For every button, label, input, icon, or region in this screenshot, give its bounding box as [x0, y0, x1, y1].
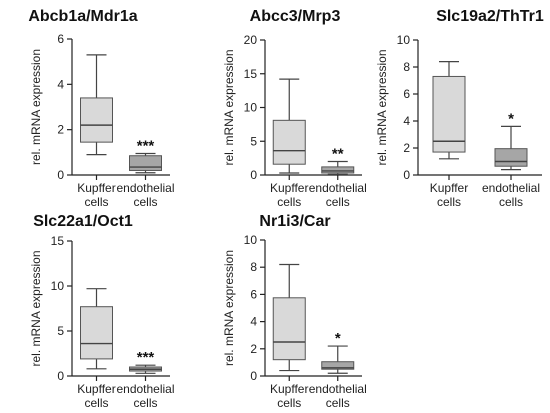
y-tick-label: 0	[403, 168, 410, 182]
y-tick-label: 0	[250, 369, 257, 383]
y-tick-label: 0	[57, 369, 64, 383]
chart-panel-3: Slc19a2/ThTr1 rel. mRNA expression 0 2 4 6 8 10…	[375, 8, 544, 209]
x-tick-label: endothelial	[309, 382, 367, 396]
y-tick-label: 4	[250, 315, 257, 329]
significance-label: *	[335, 330, 341, 347]
x-tick-label: endothelial	[482, 181, 540, 195]
chart-title: Abcc3/Mrp3	[250, 8, 341, 25]
y-tick-label: 6	[57, 32, 64, 46]
box-endothelial	[321, 361, 355, 370]
y-tick-label: 10	[244, 233, 258, 247]
y-tick-label: 5	[250, 134, 257, 148]
significance-label: ***	[137, 349, 155, 366]
chart-panel-5: Nr1i3/Car rel. mRNA expression 0 2 4 6 8 10 Kupf…	[222, 213, 367, 410]
chart-panel-2: Abcc3/Mrp3 rel. mRNA expression 0 5 10 15 20 Ku…	[222, 8, 367, 209]
box-endothelial	[321, 166, 355, 174]
x-tick-label: cells	[326, 195, 350, 209]
significance-label: **	[332, 146, 344, 163]
chart-title: Slc22a1/Oct1	[33, 213, 133, 230]
y-tick-label: 8	[403, 60, 410, 74]
y-tick-label: 0	[250, 168, 257, 182]
y-tick-label: 15	[244, 67, 258, 81]
box-kupffer	[80, 97, 113, 143]
x-tick-label: cells	[277, 195, 301, 209]
y-tick-label: 2	[250, 342, 257, 356]
box-endothelial	[129, 155, 162, 171]
box-kupffer	[272, 119, 306, 165]
box-kupffer	[272, 297, 306, 361]
y-tick-label: 20	[244, 33, 258, 47]
significance-label: *	[508, 110, 514, 127]
y-axis-label: rel. mRNA expression	[375, 49, 389, 165]
x-tick-label: cells	[437, 195, 461, 209]
y-tick-label: 10	[244, 101, 258, 115]
x-tick-label: Kupffer	[430, 181, 468, 195]
x-tick-label: cells	[499, 195, 523, 209]
x-tick-label: cells	[326, 396, 350, 410]
chart-title: Slc19a2/ThTr1	[436, 8, 544, 25]
y-axis-label: rel. mRNA expression	[29, 49, 43, 165]
chart-title: Abcb1a/Mdr1a	[28, 8, 137, 25]
box-kupffer	[80, 306, 113, 360]
x-tick-label: cells	[277, 396, 301, 410]
x-tick-label: Kupffer	[77, 181, 115, 195]
x-tick-label: Kupffer	[77, 382, 115, 396]
y-tick-label: 2	[403, 141, 410, 155]
x-tick-label: cells	[84, 396, 108, 410]
y-tick-label: 5	[57, 324, 64, 338]
chart-panel-4: Slc22a1/Oct1 rel. mRNA expression 0 5 10 15 Ku…	[29, 213, 175, 410]
y-tick-label: 15	[51, 234, 65, 248]
x-tick-label: cells	[133, 396, 157, 410]
y-axis-label: rel. mRNA expression	[29, 250, 43, 366]
chart-title: Nr1i3/Car	[259, 213, 330, 230]
y-tick-label: 10	[397, 33, 411, 47]
x-tick-label: cells	[84, 195, 108, 209]
y-tick-label: 4	[403, 114, 410, 128]
x-tick-label: endothelial	[309, 181, 367, 195]
box-endothelial	[494, 148, 528, 167]
y-tick-label: 6	[403, 87, 410, 101]
y-tick-label: 10	[51, 279, 65, 293]
significance-label: ***	[137, 137, 155, 154]
y-tick-label: 4	[57, 77, 64, 91]
y-tick-label: 8	[250, 260, 257, 274]
x-tick-label: cells	[133, 195, 157, 209]
x-tick-label: Kupffer	[270, 382, 308, 396]
x-tick-label: Kupffer	[270, 181, 308, 195]
x-tick-label: endothelial	[116, 181, 174, 195]
y-tick-label: 2	[57, 123, 64, 137]
chart-panel-1: Abcb1a/Mdr1a rel. mRNA expression 0 2 4 6 Kupf…	[28, 8, 174, 209]
y-axis-label: rel. mRNA expression	[222, 49, 236, 165]
y-tick-label: 6	[250, 287, 257, 301]
y-tick-label: 0	[57, 168, 64, 182]
x-tick-label: endothelial	[116, 382, 174, 396]
box-kupffer	[432, 75, 466, 153]
y-axis-label: rel. mRNA expression	[222, 250, 236, 366]
